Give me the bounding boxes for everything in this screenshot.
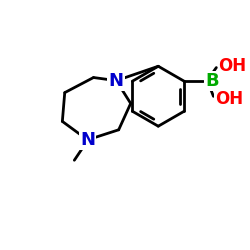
Text: N: N <box>80 131 95 149</box>
Text: OH: OH <box>215 90 243 108</box>
Text: N: N <box>109 72 124 90</box>
Text: OH: OH <box>218 57 246 75</box>
Text: B: B <box>205 72 219 90</box>
